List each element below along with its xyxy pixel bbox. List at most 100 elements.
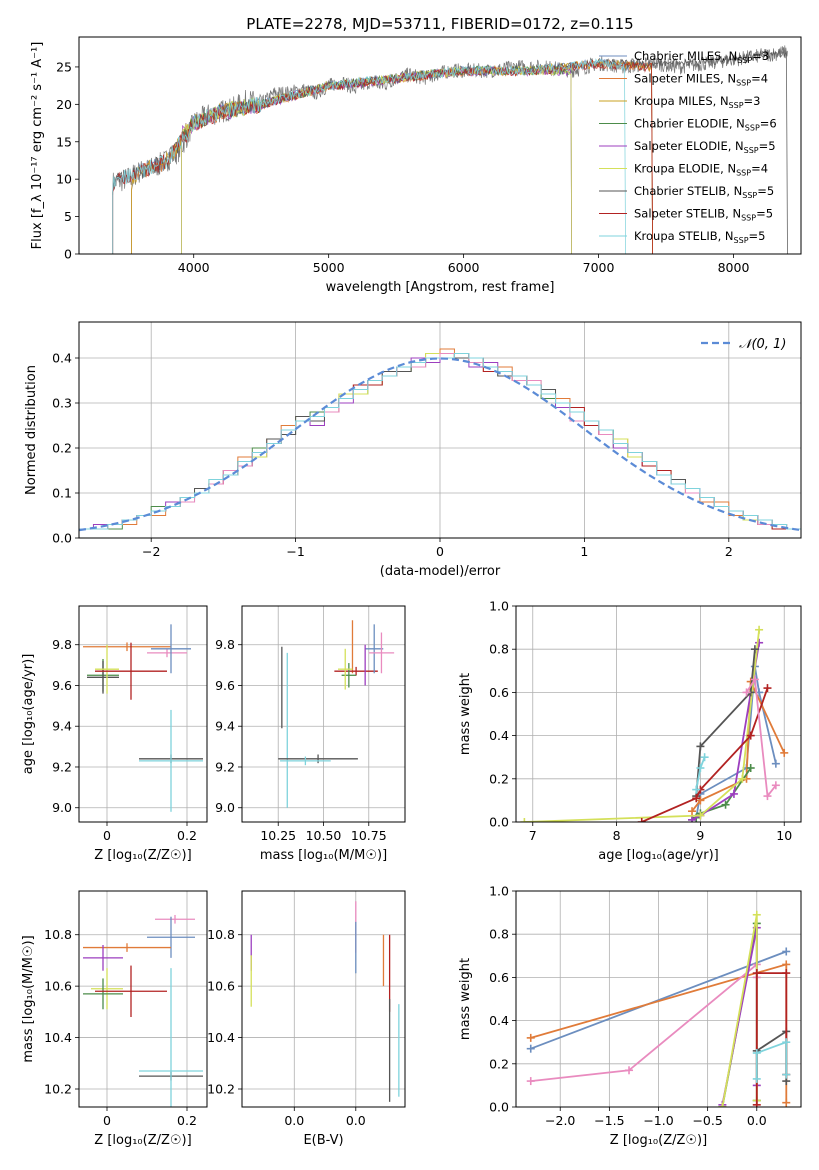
tick-label-y: 10.8 [207, 927, 235, 942]
errorbar-point [83, 978, 123, 1010]
legend-label-main: Chabrier STELIB, N [634, 184, 742, 198]
axes-frame [78, 36, 802, 255]
weight-line [755, 1040, 788, 1079]
weight-marker [520, 818, 529, 822]
axis-label-y: Flux [f_λ 10⁻¹⁷ erg cm⁻² s⁻¹ A⁻¹] [30, 42, 45, 250]
tick-label-x: 10.75 [351, 828, 387, 843]
model-spectrum-line [131, 58, 653, 254]
legend-label-value: =3 [744, 94, 761, 108]
tick-label-x: 1 [580, 544, 588, 559]
tick-label-x: −2 [142, 544, 160, 559]
weight-marker [742, 688, 751, 697]
legend-label: Chabrier MILES, NSSP=3 [634, 49, 769, 65]
axes-frame [515, 605, 802, 823]
errorbar-point [87, 661, 119, 694]
weight-marker [763, 684, 772, 693]
model-spectrum-line [131, 58, 653, 254]
tick-label-y: 0.2 [489, 771, 509, 786]
legend-label-main: Salpeter MILES, N [634, 72, 736, 86]
weight-marker [752, 910, 761, 919]
tick-label-x: 4000 [178, 260, 210, 275]
legend-label: Salpeter ELODIE, NSSP=5 [634, 139, 776, 155]
legend-label-sub: SSP [737, 56, 752, 65]
tick-label-y: 1.0 [489, 884, 509, 899]
tick-label-y: 15 [56, 134, 72, 149]
legend-label-sub: SSP [736, 79, 751, 88]
weight-marker [688, 815, 697, 822]
tick-label-y: 9.8 [52, 637, 72, 652]
errorbar-point [341, 663, 357, 688]
errorbar-point [139, 968, 203, 1107]
weight-marker [750, 675, 759, 684]
panel-weight_vs_Z: −2.0 −1.5 −1.0 −0.5 0.0 0.0 0.2 0.4 0.6 0.8 1.0 Z [… [458, 884, 802, 1148]
weight-marker [782, 1038, 791, 1047]
tick-label-y: 1.0 [489, 599, 509, 614]
tick-label-y: 10.4 [44, 1030, 72, 1045]
plot-area-spectrum [112, 45, 788, 254]
errorbar-point [280, 756, 331, 766]
tick-label-x: 0.0 [346, 1113, 366, 1128]
axis-label-x: Z [log₁₀(Z/Z☉)] [610, 1133, 707, 1148]
weight-line [524, 629, 760, 822]
weight-marker [688, 807, 697, 816]
legend-label-sub: SSP [741, 214, 756, 223]
legend-label-sub: SSP [734, 236, 749, 245]
legend-label-value: =4 [751, 162, 768, 176]
weight-line [530, 950, 787, 1050]
weight-marker [771, 759, 780, 768]
tick-label-x: 10 [776, 828, 792, 843]
tick-label-x: 8000 [718, 260, 750, 275]
tick-label-y: 9.6 [215, 678, 235, 693]
errorbar-point [83, 945, 123, 971]
tick-label-y: 0.0 [489, 815, 509, 830]
legend-label-value: =5 [759, 139, 776, 153]
weight-marker [637, 818, 646, 822]
tick-label-x: −1 [286, 544, 304, 559]
legend-label-value: =5 [749, 229, 766, 243]
panel-weight_vs_age: 7 8 9 10 0.0 0.2 0.4 0.6 0.8 1.0 age [log₁₀(age/yr… [458, 599, 802, 863]
tick-label-y: 5 [64, 209, 72, 224]
weight-line [695, 649, 756, 797]
legend-label: Kroupa STELIB, NSSP=5 [634, 229, 765, 245]
tick-label-y: 10.6 [44, 979, 72, 994]
errorbar-point [147, 648, 187, 658]
tick-label-y: 0.4 [52, 351, 72, 366]
plot-area-residuals [79, 348, 801, 538]
legend-label-sub: SSP [744, 146, 759, 155]
plot-area-mass_vs_Z [83, 914, 203, 1107]
tick-label-x: 0 [103, 828, 111, 843]
legend-label-main: Salpeter STELIB, N [634, 207, 741, 221]
errorbar-point [95, 965, 167, 1017]
errorbar-point [147, 916, 195, 958]
axes-frame [78, 605, 208, 823]
weight-marker [729, 789, 738, 798]
weight-line [755, 972, 788, 1105]
weight-marker [526, 1033, 535, 1042]
legend-label: Salpeter STELIB, NSSP=5 [634, 207, 773, 223]
tick-label-y: 10.2 [44, 1082, 72, 1097]
axis-label-x: Z [log₁₀(Z/Z☉)] [94, 1133, 191, 1148]
axis-label-x: Z [log₁₀(Z/Z☉)] [94, 848, 191, 863]
model-spectrum-line [181, 64, 572, 254]
axis-label-y: Normed distribution [24, 365, 39, 495]
legend: 𝒩(0, 1) [701, 337, 786, 352]
panel-mass_vs_EBV: 0.0 0.0 10.2 10.4 10.6 10.8 E(B-V) [207, 890, 406, 1148]
tick-label-x: 2 [725, 544, 733, 559]
legend-label-main: Salpeter ELODIE, N [634, 139, 744, 153]
axis-label-y: age [log₁₀(age/yr)] [21, 654, 36, 775]
tick-label-y: 0.0 [489, 1100, 509, 1115]
tick-label-x: −1.5 [594, 1113, 624, 1128]
tick-label-y: 9.8 [215, 637, 235, 652]
tick-label-y: 9.4 [215, 719, 235, 734]
panel-age_vs_mass: 10.25 10.50 10.75 9.0 9.2 9.4 9.6 9.8 mass [log₁… [215, 605, 406, 863]
weight-line [691, 642, 760, 821]
weight-line [745, 676, 777, 799]
legend-label: Chabrier STELIB, NSSP=5 [634, 184, 774, 200]
plot-area-mass_vs_EBV [250, 901, 400, 1102]
tick-label-y: 0.4 [489, 1013, 509, 1028]
tick-label-y: 0.1 [52, 486, 72, 501]
weight-marker [782, 1070, 791, 1079]
